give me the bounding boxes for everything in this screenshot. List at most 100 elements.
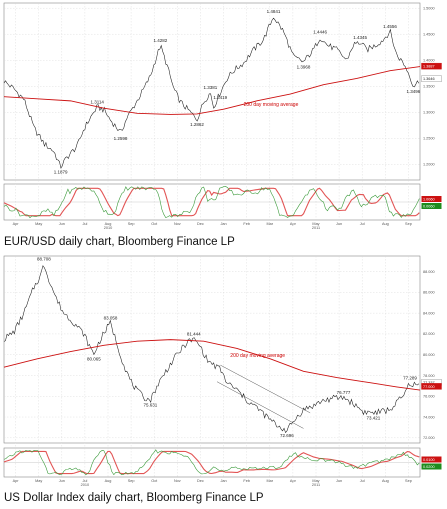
price-annotation: 1.3968	[297, 64, 311, 69]
price-annotation: 1.3381	[203, 85, 217, 90]
x-tick-label: Apr	[13, 479, 20, 483]
x-tick-label: Apr	[290, 222, 297, 226]
x-tick-label: Jun	[336, 222, 342, 226]
price-annotation: 73.421	[367, 415, 381, 420]
oscillator-signal-line	[3, 450, 420, 475]
y-tick-label: 88.000	[423, 270, 435, 274]
price-annotation: 80.065	[87, 357, 101, 362]
oscillator-tag-label: 0.0200	[423, 465, 435, 469]
x-tick-label: May	[312, 222, 319, 226]
price-annotation: 81.444	[187, 332, 201, 337]
x-tick-label: Sep	[128, 479, 135, 483]
oscillator-line	[3, 186, 420, 219]
moving-average-label: 200 day moving average	[244, 102, 299, 108]
price-annotation: 1.3496	[406, 89, 420, 94]
x-tick-label: Aug	[105, 479, 112, 483]
oscillator-tag	[421, 456, 442, 463]
price-tag-label: 77.000	[423, 385, 435, 389]
trend-channel-line	[220, 364, 311, 414]
price-annotation: 1.2598	[114, 136, 128, 141]
y-tick-label: 86.000	[423, 291, 435, 295]
y-tick-label: 1.4000	[423, 59, 435, 63]
x-tick-label: 2011	[312, 483, 320, 487]
price-annotation: 1.4556	[383, 24, 397, 29]
price-annotation: 1.4446	[313, 30, 327, 35]
x-tick-label: Dec	[197, 479, 204, 483]
x-tick-label: 2011	[312, 226, 320, 230]
x-tick-label: May	[312, 479, 319, 483]
x-tick-label: Jun	[59, 479, 65, 483]
oscillator-tag	[421, 203, 442, 209]
x-tick-label: Jul	[82, 222, 87, 226]
price-annotation: 76.777	[337, 390, 351, 395]
x-tick-label: Jan	[220, 479, 226, 483]
price-annotation: 1.4345	[353, 35, 367, 40]
price-annotation: 88.708	[37, 257, 51, 262]
x-tick-label: 2010	[81, 483, 89, 487]
moving-average-label: 200 day moving average	[230, 353, 285, 359]
y-tick-label: 82.000	[423, 332, 435, 336]
price-annotation: 1.3114	[90, 100, 104, 105]
price-annotation: 1.3419	[213, 95, 227, 100]
price-series-line	[3, 265, 420, 434]
x-tick-label: Apr	[13, 222, 20, 226]
y-tick-label: 1.2500	[423, 137, 435, 141]
x-tick-label: Mar	[267, 222, 274, 226]
x-tick-label: May	[35, 222, 42, 226]
dollar-index-chart: 88.000 86.000 84.000 82.000 80.000 78.000 76.0…	[3, 255, 442, 487]
price-annotation: 72.696	[280, 433, 294, 438]
x-tick-label: Feb	[243, 222, 250, 226]
oscillator-tag-label: 0.0100	[423, 458, 435, 462]
price-panel	[3, 255, 421, 444]
price-annotation: 1.2862	[190, 122, 204, 127]
x-tick-label: May	[35, 479, 42, 483]
price-tag	[421, 75, 442, 82]
price-annotation: 77.289	[403, 375, 417, 380]
oscillator-tag	[421, 196, 442, 202]
trend-channel-line	[216, 381, 304, 429]
price-annotation: 1.4282	[154, 38, 168, 43]
price-series-line	[3, 17, 420, 169]
x-tick-label: Oct	[151, 222, 158, 226]
x-tick-label: Sep	[128, 222, 135, 226]
price-panel	[3, 2, 421, 181]
price-annotation: 1.4841	[267, 9, 281, 14]
y-tick-label: 1.4500	[423, 33, 435, 37]
price-annotation: 83.058	[104, 315, 118, 320]
x-tick-label: Mar	[267, 479, 274, 483]
x-tick-label: 2010	[104, 226, 112, 230]
price-annotation: 1.1879	[54, 169, 68, 174]
x-tick-label: Sep	[405, 222, 412, 226]
x-tick-label: Jan	[220, 222, 226, 226]
price-annotation: 75.631	[144, 403, 158, 408]
x-tick-label: Apr	[290, 479, 297, 483]
x-tick-label: Dec	[197, 222, 204, 226]
x-tick-label: Jul	[360, 222, 365, 226]
y-tick-label: 80.000	[423, 353, 435, 357]
x-tick-label: Jun	[59, 222, 65, 226]
x-tick-label: Sep	[405, 479, 412, 483]
x-tick-label: Nov	[174, 222, 181, 226]
price-tag-label: 1.3646	[423, 77, 435, 81]
x-tick-label: Aug	[382, 479, 389, 483]
y-tick-label: 74.000	[423, 415, 435, 419]
dollar-index-caption: US Dollar Index daily chart, Bloomberg F…	[4, 492, 264, 504]
x-tick-label: Aug	[105, 222, 112, 226]
price-tag	[421, 383, 442, 390]
y-tick-label: 84.000	[423, 311, 435, 315]
moving-average-line	[3, 339, 421, 391]
x-tick-label: Aug	[382, 222, 389, 226]
x-tick-label: Jul	[82, 479, 87, 483]
y-tick-label: 1.2000	[423, 163, 435, 167]
oscillator-signal-line	[3, 187, 420, 217]
oscillator-tag-label: 0.0060	[423, 204, 435, 208]
y-tick-label: 72.000	[423, 436, 435, 440]
price-tag	[421, 62, 442, 70]
y-tick-label: 78.000	[423, 374, 435, 378]
y-tick-label: 1.3500	[423, 85, 435, 89]
x-tick-label: Nov	[174, 479, 181, 483]
x-tick-label: Jun	[336, 479, 342, 483]
y-tick-label: 1.3000	[423, 111, 435, 115]
y-tick-label: 1.5000	[423, 7, 435, 11]
price-tag-label: 77.337	[423, 381, 435, 385]
